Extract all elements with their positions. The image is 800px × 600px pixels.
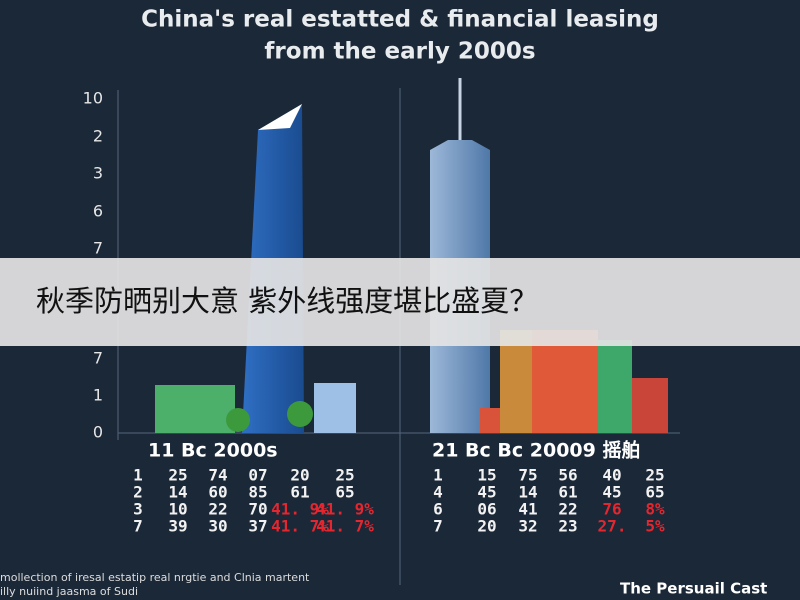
- table-cell: 70: [248, 500, 267, 519]
- building: [480, 408, 502, 433]
- axis-label: 2: [93, 127, 103, 146]
- table-cell: 60: [208, 483, 227, 502]
- footer-line: mollection of iresal estatip real nrgtie…: [0, 571, 310, 584]
- building: [598, 340, 632, 433]
- axis-label: 1: [93, 386, 103, 405]
- table-cell: 1: [433, 466, 443, 485]
- footer-line: illy nuiind jaasma of Sudi: [0, 585, 138, 598]
- axis-label: 10: [83, 89, 103, 108]
- table-cell: 75: [518, 466, 537, 485]
- panel-caption: 21 Bc Bc 20009 摇舶: [432, 439, 641, 462]
- axis-label: 6: [93, 202, 103, 221]
- table-cell: 41. 7%: [316, 517, 374, 536]
- table-cell: 6: [433, 500, 443, 519]
- table-cell: 20: [477, 517, 496, 536]
- table-cell: 14: [168, 483, 187, 502]
- table-cell: 2: [133, 483, 143, 502]
- tree: [287, 401, 313, 427]
- panel-caption: 11 Bc 2000s: [148, 440, 278, 462]
- table-cell: 40: [602, 466, 621, 485]
- table-cell: 25: [335, 466, 354, 485]
- title-line: China's real estatted & financial leasin…: [141, 7, 659, 33]
- table-cell: 06: [477, 500, 496, 519]
- table-cell: 85: [248, 483, 267, 502]
- building: [155, 385, 235, 433]
- table-cell: 22: [558, 500, 577, 519]
- axis-label: 0: [93, 423, 103, 442]
- table-cell: 45: [602, 483, 621, 502]
- title-line: from the early 2000s: [264, 39, 535, 65]
- tower-cap: [258, 104, 302, 130]
- table-cell: 4: [433, 483, 443, 502]
- tree: [226, 408, 250, 432]
- table-cell: 14: [518, 483, 537, 502]
- table-cell: 8%: [645, 500, 665, 519]
- table-cell: 65: [645, 483, 664, 502]
- table-cell: 22: [208, 500, 227, 519]
- table-cell: 7: [433, 517, 443, 536]
- table-cell: 15: [477, 466, 496, 485]
- building: [314, 383, 356, 433]
- table-cell: 25: [168, 466, 187, 485]
- table-cell: 37: [248, 517, 267, 536]
- table-cell: 61: [290, 483, 309, 502]
- table-cell: 10: [168, 500, 187, 519]
- table-cell: 07: [248, 466, 267, 485]
- table-cell: 27.: [598, 517, 627, 536]
- banner-text: 秋季防晒别大意 紫外线强度堪比盛夏？: [36, 284, 538, 318]
- table-cell: 5%: [645, 517, 665, 536]
- table-cell: 41. 9%: [271, 500, 329, 519]
- table-cell: 30: [208, 517, 227, 536]
- table-cell: 74: [208, 466, 227, 485]
- table-cell: 25: [645, 466, 664, 485]
- brand: The Persuail Cast: [620, 580, 767, 598]
- table-cell: 7: [133, 517, 143, 536]
- table-cell: 76: [602, 500, 621, 519]
- table-cell: 3: [133, 500, 143, 519]
- table-cell: 41. 7%: [271, 517, 329, 536]
- building: [632, 378, 668, 433]
- table-cell: 41. 9%: [316, 500, 374, 519]
- table-cell: 61: [558, 483, 577, 502]
- axis-label: 7: [93, 349, 103, 368]
- axis-label: 3: [93, 164, 103, 183]
- table-cell: 56: [558, 466, 577, 485]
- table-cell: 20: [290, 466, 309, 485]
- table-cell: 39: [168, 517, 187, 536]
- table-cell: 32: [518, 517, 537, 536]
- table-cell: 23: [558, 517, 577, 536]
- banner: [0, 258, 800, 346]
- building: [500, 330, 532, 433]
- table-cell: 65: [335, 483, 354, 502]
- table-cell: 45: [477, 483, 496, 502]
- axis-label: 7: [93, 239, 103, 258]
- table-cell: 41: [518, 500, 537, 519]
- building: [532, 330, 598, 433]
- table-cell: 1: [133, 466, 143, 485]
